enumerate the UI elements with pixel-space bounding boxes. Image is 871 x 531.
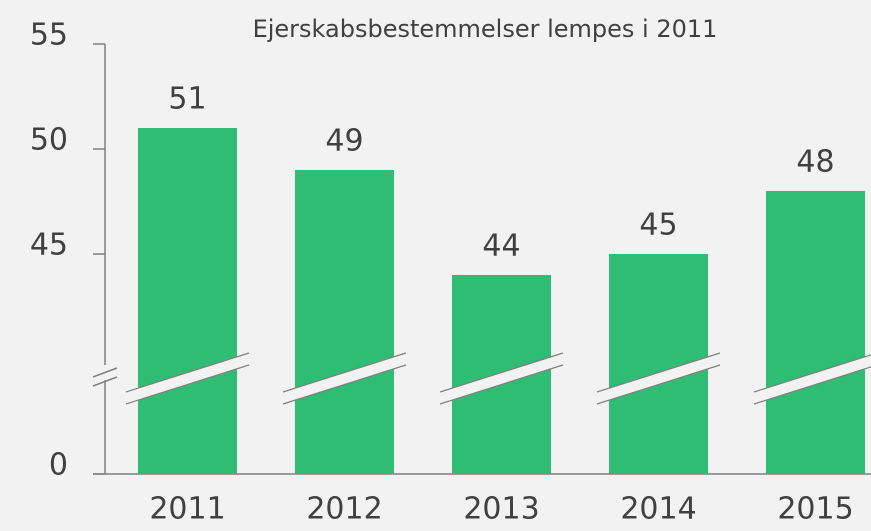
bar-break-line (596, 352, 721, 393)
bar-break-line (753, 354, 871, 393)
bar-break-line (125, 364, 250, 405)
x-tick-label: 2014 (620, 492, 696, 527)
value-label: 45 (639, 208, 677, 243)
chart-title: Ejerskabsbestemmelser lempes i 2011 (253, 15, 718, 43)
bar-break-line (439, 364, 564, 405)
x-tick-label: 2012 (306, 492, 382, 527)
y-tick-label: 0 (49, 448, 68, 483)
bar-break (754, 354, 871, 404)
bar-break (597, 353, 720, 404)
value-label: 48 (796, 145, 834, 180)
value-label: 49 (325, 124, 363, 159)
y-tick-label: 50 (30, 123, 68, 158)
x-tick-label: 2013 (463, 492, 539, 527)
x-tick-label: 2011 (149, 492, 225, 527)
value-label: 44 (482, 229, 520, 264)
bar-break-line (282, 352, 407, 393)
bar-break (126, 353, 249, 404)
y-tick-label: 45 (30, 228, 68, 263)
bar (295, 170, 394, 474)
bar-break-line (596, 364, 721, 405)
bar (138, 128, 237, 474)
value-label: 51 (168, 82, 206, 117)
bar (766, 191, 865, 474)
bar-break (440, 353, 563, 404)
bar-break-line (282, 364, 407, 405)
axis-break (92, 376, 118, 387)
bar-break-line (125, 352, 250, 393)
bar-break (283, 353, 406, 404)
bar-break-line (753, 366, 871, 405)
y-tick-label: 55 (30, 18, 68, 53)
bar-break-line (439, 352, 564, 393)
x-tick-label: 2015 (777, 492, 853, 527)
axis-break (92, 367, 118, 378)
